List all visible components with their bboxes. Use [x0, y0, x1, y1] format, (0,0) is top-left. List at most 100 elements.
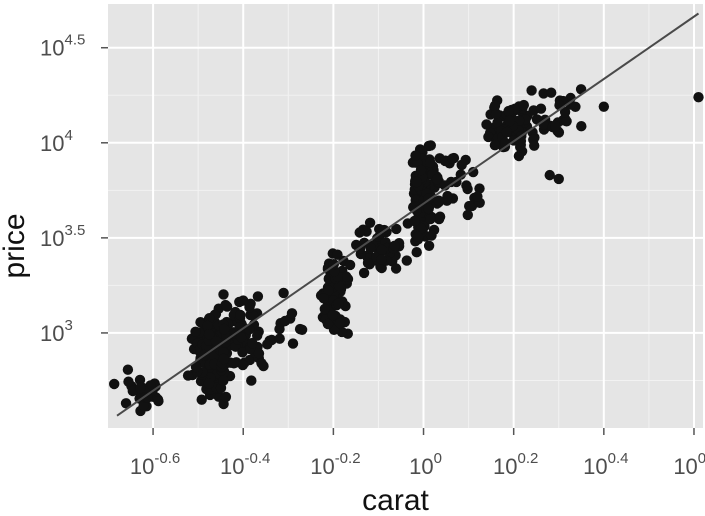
data-point	[138, 400, 149, 411]
data-point	[433, 195, 444, 206]
data-point	[358, 267, 370, 279]
data-point	[441, 195, 453, 206]
data-point	[296, 324, 308, 335]
data-point	[334, 317, 346, 329]
data-point	[426, 230, 437, 241]
data-point	[415, 164, 427, 176]
data-point	[526, 85, 537, 96]
data-point	[218, 375, 229, 386]
data-point	[274, 333, 285, 344]
data-point	[244, 302, 255, 313]
data-point	[472, 191, 483, 202]
data-point	[327, 310, 338, 321]
fit-line	[116, 12, 700, 417]
data-point	[503, 105, 514, 117]
x-tick-label: 10-0.4	[220, 450, 270, 479]
data-point	[228, 358, 240, 369]
data-point	[218, 353, 229, 365]
data-point	[203, 329, 215, 340]
data-point	[246, 375, 257, 386]
y-tick-label: 103	[40, 317, 73, 346]
data-point	[390, 263, 402, 274]
y-tick-label: 103.5	[40, 222, 85, 251]
data-point	[376, 254, 387, 265]
x-tick-label: 100.2	[493, 450, 538, 479]
data-point	[237, 359, 248, 371]
data-point	[474, 183, 485, 194]
data-point	[247, 337, 258, 349]
data-point	[483, 131, 494, 143]
data-point	[412, 231, 424, 242]
y-tick-label: 104.5	[40, 32, 85, 61]
data-point	[123, 376, 134, 387]
data-point	[447, 153, 458, 164]
data-point	[196, 394, 207, 405]
data-point	[237, 347, 248, 358]
data-point	[529, 140, 540, 151]
data-point	[490, 108, 502, 119]
data-point	[333, 298, 344, 309]
data-point	[401, 255, 412, 266]
data-point	[122, 364, 134, 375]
data-point	[256, 358, 267, 369]
data-point	[550, 120, 561, 132]
x-tick-label: 100.4	[583, 450, 628, 479]
data-point	[235, 309, 246, 321]
data-point	[135, 382, 146, 394]
data-point	[504, 115, 515, 127]
data-point	[235, 332, 247, 343]
data-point	[531, 114, 543, 125]
data-point	[561, 116, 572, 127]
data-point	[323, 285, 334, 296]
data-point	[354, 227, 365, 238]
data-point	[134, 374, 146, 386]
data-point	[460, 154, 471, 166]
data-point	[565, 99, 576, 110]
data-point	[468, 166, 479, 178]
y-tick-labels: 103 103.5 104 104.5	[40, 32, 85, 346]
data-point	[336, 326, 348, 338]
data-point	[693, 91, 704, 103]
data-point	[286, 308, 298, 319]
data-point	[278, 287, 289, 299]
data-point	[319, 303, 330, 315]
data-point	[252, 291, 264, 302]
data-point	[576, 121, 587, 132]
data-point	[464, 200, 475, 212]
data-point	[546, 87, 557, 98]
data-point	[409, 215, 420, 227]
x-tick-label: 100.6	[673, 450, 705, 479]
data-point	[153, 395, 164, 407]
data-point	[262, 339, 273, 350]
data-point	[279, 315, 291, 327]
data-point	[538, 88, 549, 99]
y-axis-title: price	[0, 213, 31, 278]
data-point	[535, 103, 547, 114]
data-point	[203, 378, 215, 389]
data-point	[461, 180, 472, 191]
data-point	[501, 126, 512, 138]
data-point	[481, 119, 492, 130]
data-point	[210, 336, 222, 347]
data-point	[434, 211, 446, 222]
data-point	[425, 140, 436, 151]
data-point	[341, 271, 352, 282]
data-point	[190, 326, 201, 337]
axis-ticks	[101, 46, 695, 435]
x-tick-label: 100	[409, 450, 442, 479]
data-point	[109, 378, 120, 390]
data-point	[518, 99, 529, 111]
data-point	[221, 301, 233, 312]
data-point	[410, 150, 421, 161]
data-point	[389, 240, 400, 251]
data-point	[318, 293, 329, 304]
x-tick-label: 10-0.6	[130, 450, 180, 479]
data-point	[120, 398, 132, 409]
data-point	[362, 257, 374, 269]
data-point	[252, 330, 263, 341]
data-point	[182, 370, 194, 381]
y-tick-label: 104	[40, 127, 73, 156]
data-point	[202, 320, 213, 332]
data-point	[423, 203, 434, 214]
